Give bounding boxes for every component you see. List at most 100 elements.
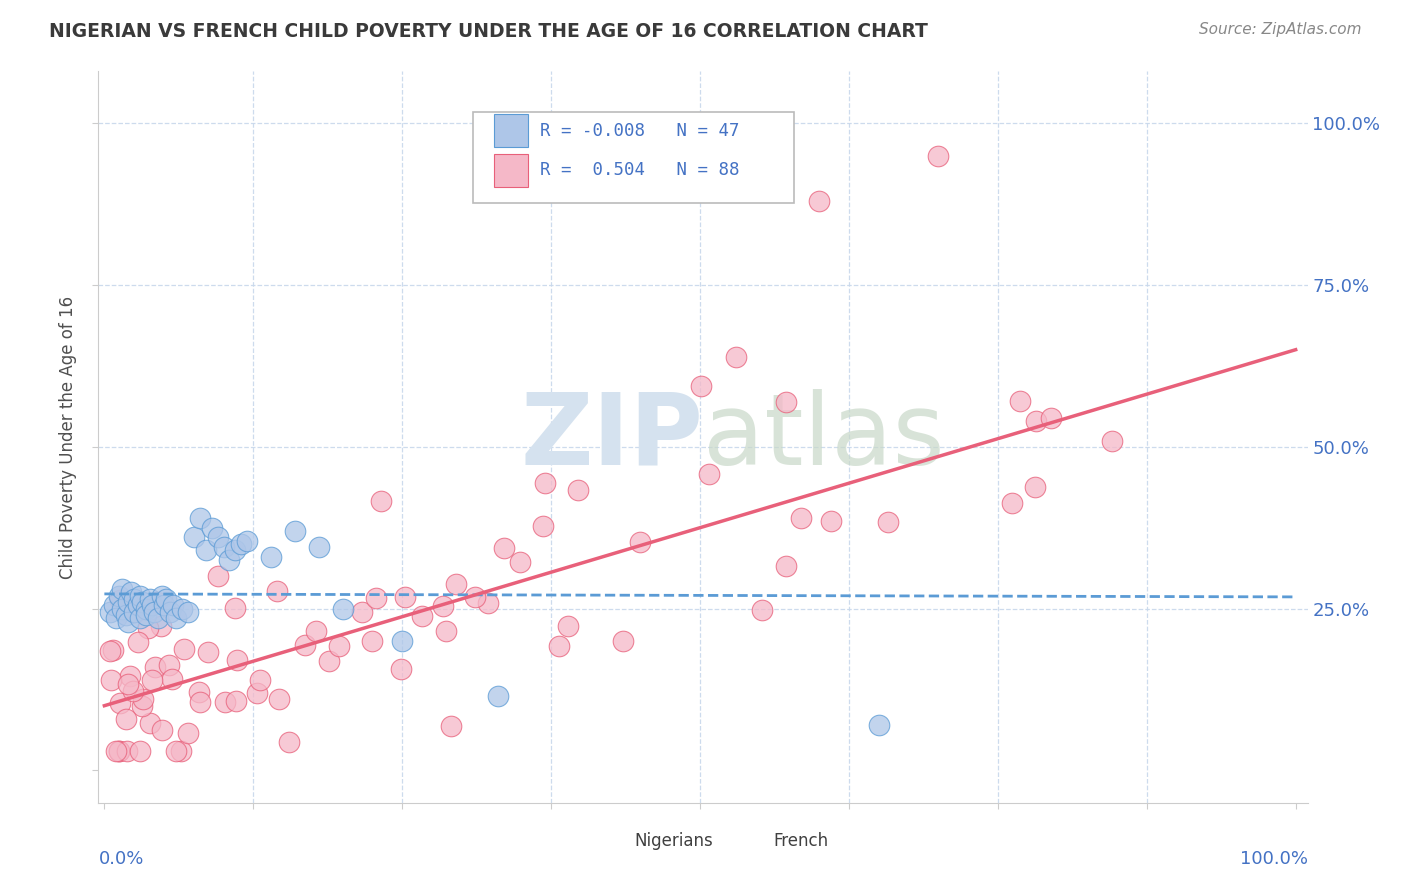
Point bbox=[138, 716, 160, 731]
Point bbox=[150, 618, 173, 632]
Point bbox=[122, 684, 145, 698]
Point bbox=[98, 605, 121, 619]
Point bbox=[129, 744, 152, 758]
Point bbox=[131, 699, 153, 714]
Point bbox=[131, 595, 153, 609]
Point bbox=[187, 684, 209, 698]
Point bbox=[927, 148, 949, 162]
Point bbox=[284, 524, 307, 538]
Point bbox=[492, 541, 515, 556]
Point bbox=[135, 608, 157, 623]
Point bbox=[159, 605, 181, 619]
Point bbox=[159, 657, 181, 672]
Point bbox=[177, 605, 200, 619]
Point bbox=[434, 624, 457, 638]
Point bbox=[350, 605, 373, 619]
Text: R = -0.008   N = 47: R = -0.008 N = 47 bbox=[540, 121, 740, 140]
Point bbox=[170, 601, 193, 615]
Point bbox=[122, 605, 145, 619]
Point bbox=[725, 351, 748, 365]
Point bbox=[105, 611, 128, 625]
Point bbox=[98, 644, 121, 658]
Point bbox=[146, 611, 169, 625]
Point bbox=[1101, 434, 1123, 449]
Point bbox=[790, 511, 813, 525]
Point bbox=[305, 624, 328, 639]
Point bbox=[165, 744, 187, 758]
Point bbox=[364, 591, 387, 606]
Point bbox=[1001, 496, 1024, 510]
Point bbox=[697, 467, 720, 481]
FancyBboxPatch shape bbox=[474, 112, 793, 203]
Point bbox=[225, 653, 247, 667]
Point bbox=[200, 521, 222, 535]
Point bbox=[360, 634, 382, 648]
Point bbox=[111, 601, 134, 615]
Point bbox=[628, 534, 651, 549]
Point bbox=[105, 744, 128, 758]
Point bbox=[246, 686, 269, 700]
Point bbox=[143, 605, 166, 619]
Point bbox=[107, 589, 129, 603]
Point bbox=[194, 543, 217, 558]
Point bbox=[122, 605, 145, 619]
Point bbox=[145, 595, 167, 609]
Text: 0.0%: 0.0% bbox=[98, 850, 143, 868]
Point bbox=[136, 621, 159, 635]
Point bbox=[111, 582, 134, 597]
Point bbox=[236, 533, 259, 548]
Point bbox=[231, 537, 253, 551]
Point bbox=[100, 673, 122, 688]
Point bbox=[153, 599, 176, 613]
Point bbox=[370, 494, 392, 508]
Point bbox=[127, 635, 149, 649]
Point bbox=[1010, 394, 1032, 409]
Point bbox=[531, 519, 554, 533]
Point bbox=[165, 611, 187, 625]
Point bbox=[188, 511, 211, 525]
Point bbox=[127, 599, 149, 613]
Point bbox=[308, 540, 330, 554]
Text: French: French bbox=[773, 832, 828, 850]
Point bbox=[150, 723, 173, 738]
Point bbox=[218, 553, 240, 567]
Point bbox=[103, 643, 125, 657]
Bar bbox=[494, 114, 527, 147]
Point bbox=[294, 639, 316, 653]
Point bbox=[332, 601, 354, 615]
Point bbox=[446, 577, 468, 591]
Bar bbox=[740, 828, 768, 855]
Point bbox=[114, 608, 136, 623]
Text: ZIP: ZIP bbox=[520, 389, 703, 485]
Point bbox=[169, 744, 191, 758]
Point bbox=[107, 744, 129, 758]
Text: Nigerians: Nigerians bbox=[634, 832, 713, 850]
Text: NIGERIAN VS FRENCH CHILD POVERTY UNDER THE AGE OF 16 CORRELATION CHART: NIGERIAN VS FRENCH CHILD POVERTY UNDER T… bbox=[49, 22, 928, 41]
Point bbox=[260, 549, 283, 564]
Point bbox=[1025, 414, 1047, 428]
Point bbox=[267, 692, 290, 706]
Point bbox=[207, 530, 229, 544]
Point bbox=[266, 584, 288, 599]
Point bbox=[486, 689, 509, 703]
Point bbox=[775, 559, 797, 574]
Point bbox=[751, 603, 773, 617]
Point bbox=[117, 615, 139, 629]
Point bbox=[155, 591, 177, 606]
Point bbox=[120, 585, 142, 599]
Y-axis label: Child Poverty Under the Age of 16: Child Poverty Under the Age of 16 bbox=[59, 295, 77, 579]
Point bbox=[432, 599, 454, 614]
Bar bbox=[494, 153, 527, 186]
Point bbox=[183, 530, 205, 544]
Point bbox=[534, 476, 557, 491]
Point bbox=[115, 712, 138, 726]
Text: Source: ZipAtlas.com: Source: ZipAtlas.com bbox=[1198, 22, 1361, 37]
Point bbox=[868, 718, 890, 732]
Point bbox=[138, 591, 160, 606]
Point bbox=[820, 514, 842, 528]
Point bbox=[411, 608, 433, 623]
Point bbox=[177, 726, 200, 740]
Point bbox=[775, 394, 797, 409]
Point bbox=[876, 516, 898, 530]
Point bbox=[173, 641, 195, 656]
